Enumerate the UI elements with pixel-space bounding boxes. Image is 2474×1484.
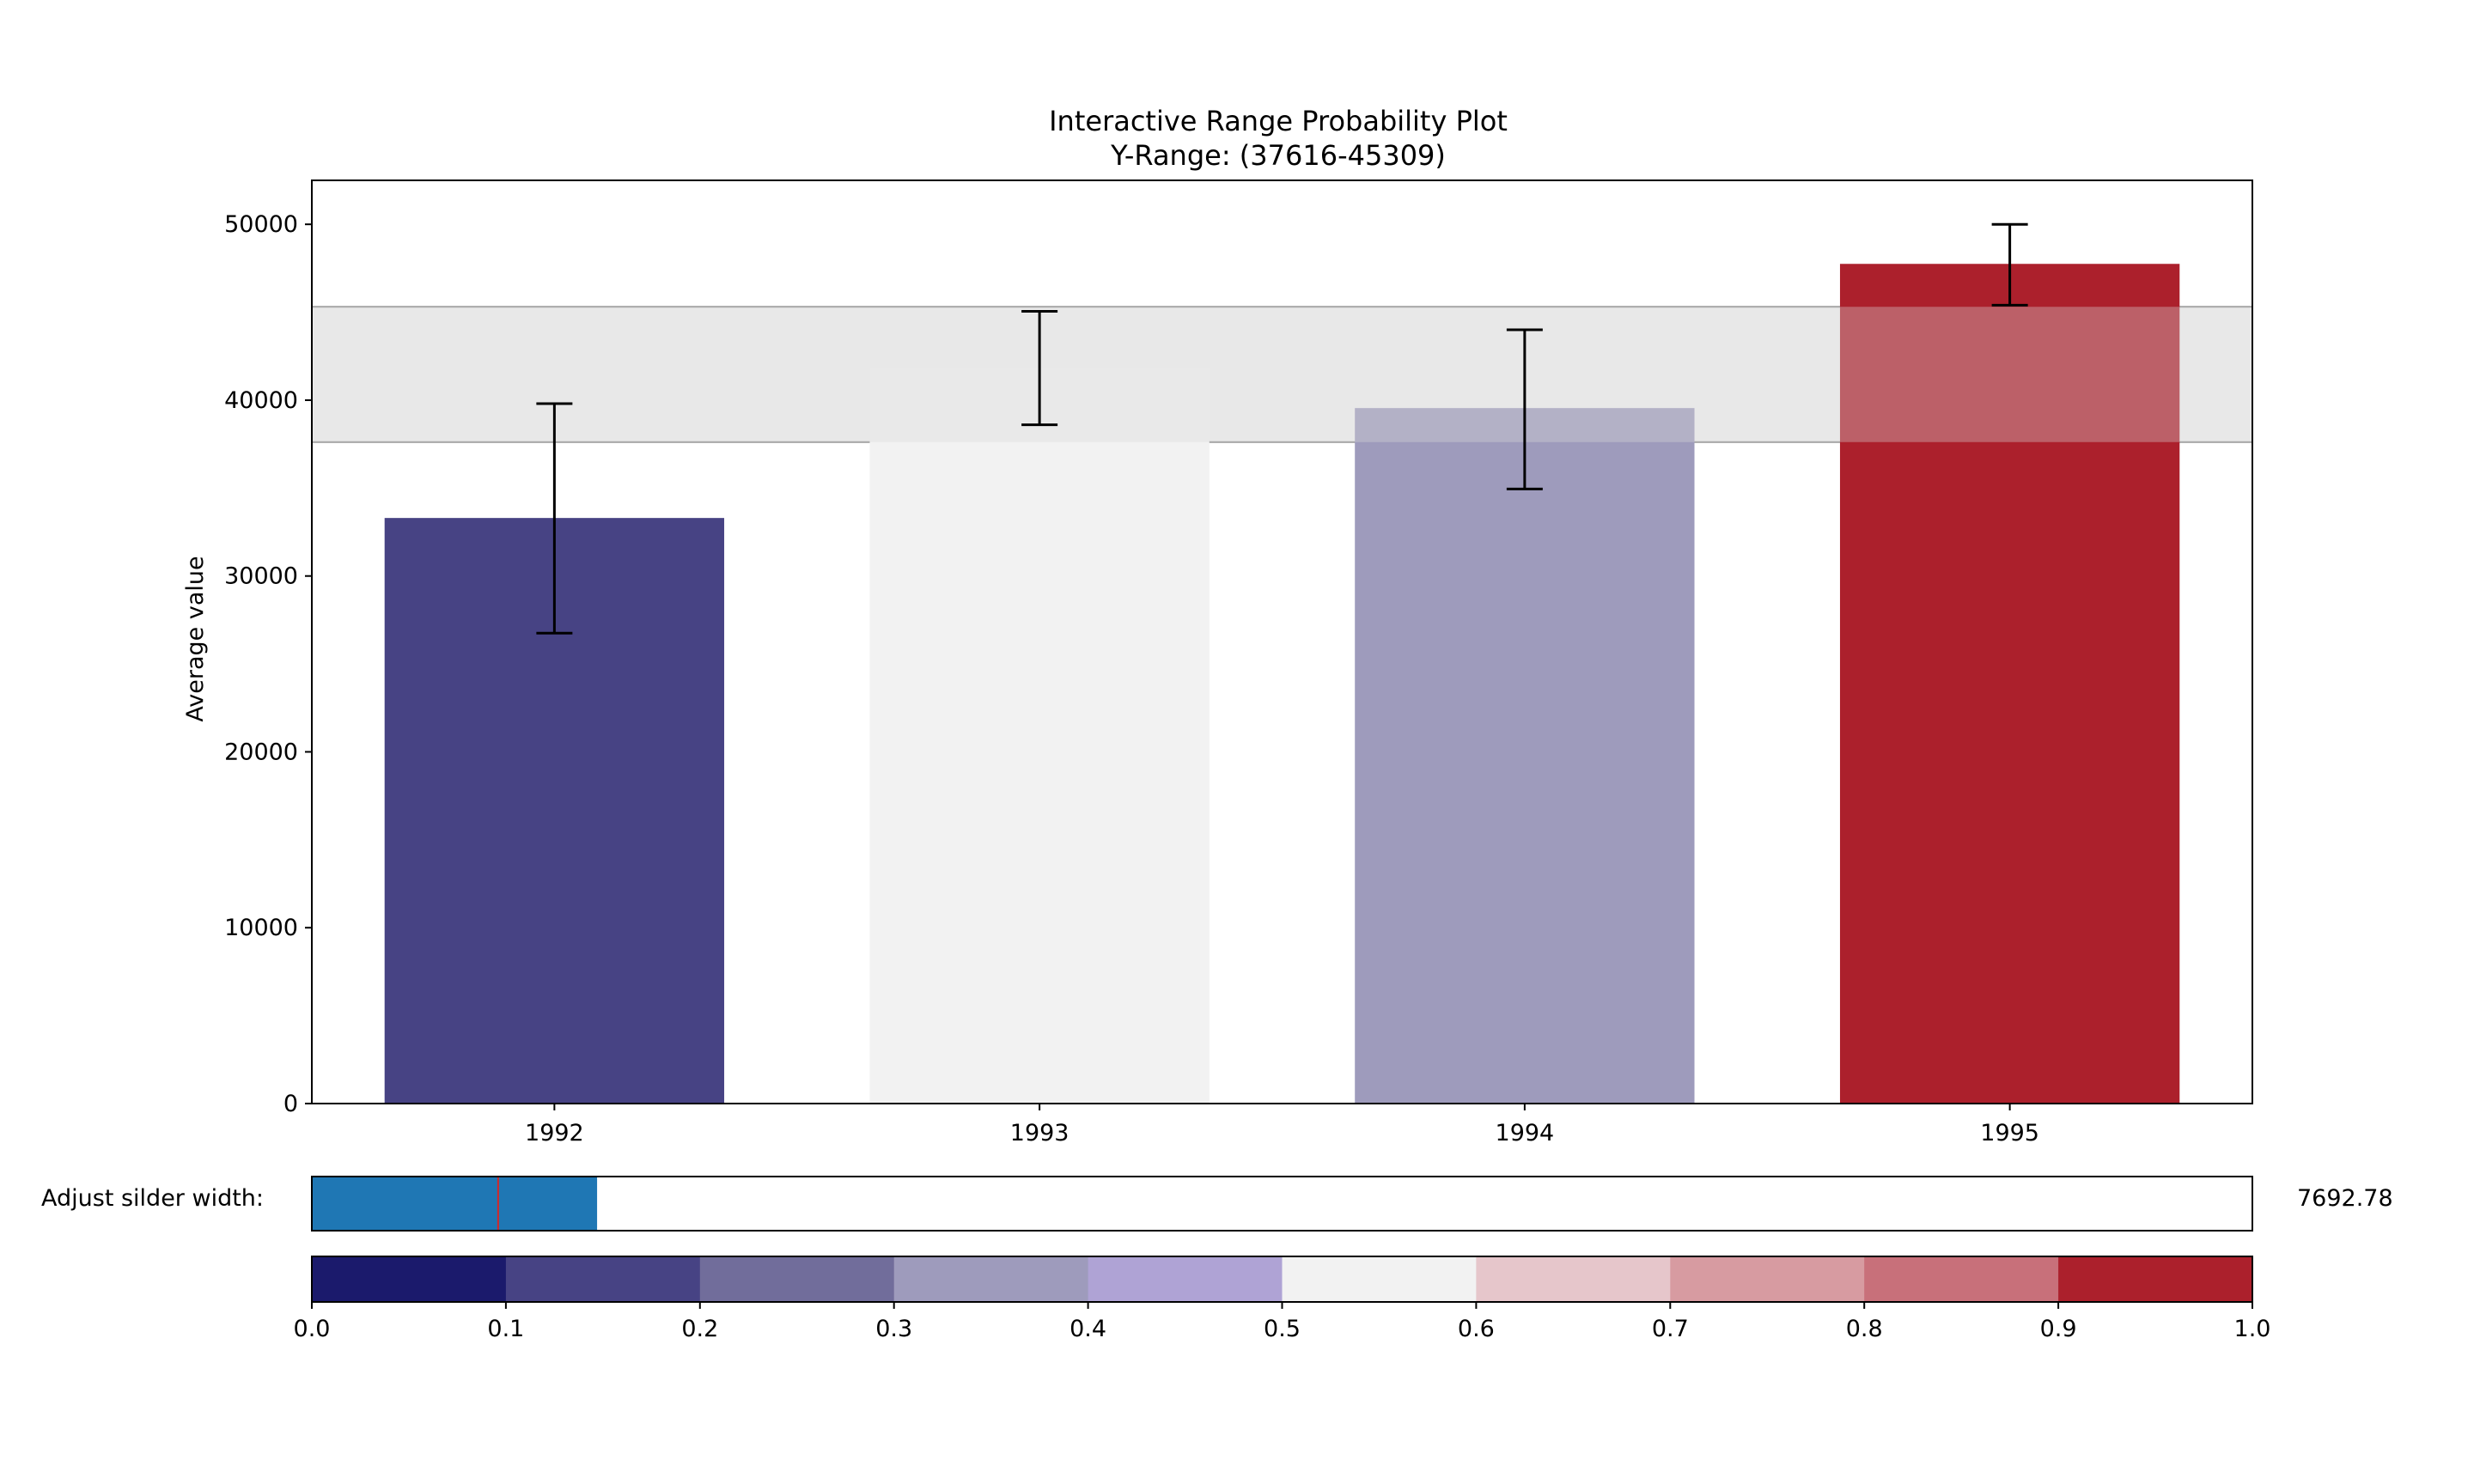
bar-1995 — [1839, 264, 2180, 1104]
chart-title: Interactive Range Probability Plot — [1049, 105, 1508, 137]
colorbar-tick-label: 0.5 — [1264, 1316, 1301, 1342]
slider-frame — [311, 1176, 2253, 1232]
bar-1994 — [1355, 408, 1695, 1104]
colorbar-segment — [1670, 1256, 1865, 1302]
slider-track[interactable] — [311, 1176, 2253, 1232]
y-tick-label: 40000 — [224, 387, 298, 414]
y-tick-label: 20000 — [224, 739, 298, 765]
y-tick-label: 50000 — [224, 211, 298, 238]
axes-frame — [311, 179, 2253, 1104]
colorbar-tick-label: 0.3 — [875, 1316, 912, 1342]
colorbar-segment — [1088, 1256, 1283, 1302]
colorbar-segment — [1864, 1256, 2059, 1302]
chart-subtitle: Y-Range: (37616-45309) — [1110, 139, 1446, 172]
slider-label: Adjust silder width: — [41, 1185, 265, 1212]
colorbar-segment — [1282, 1256, 1477, 1302]
x-tick-label: 1995 — [1980, 1120, 2039, 1146]
y-tick-label: 10000 — [224, 915, 298, 941]
colorbar-segment — [2058, 1256, 2253, 1302]
y-tick-label: 0 — [283, 1091, 298, 1117]
colorbar-tick-label: 0.4 — [1069, 1316, 1106, 1342]
colorbar-tick-label: 0.6 — [1458, 1316, 1495, 1342]
colorbar-segment — [312, 1256, 507, 1302]
y-tick-label: 30000 — [224, 563, 298, 590]
y-axis-label: Average value — [182, 556, 209, 721]
colorbar-segment — [893, 1256, 1089, 1302]
slider-fill[interactable] — [312, 1177, 598, 1231]
colorbar-tick-label: 0.0 — [294, 1316, 331, 1342]
colorbar-tick-label: 0.2 — [681, 1316, 718, 1342]
colorbar-segment — [699, 1256, 895, 1302]
slider-background — [312, 1177, 2252, 1231]
slider-value: 7692.78 — [2297, 1185, 2393, 1212]
plot-area: 0 10000 20000 30000 40000 50000 1992 1993 1994 19… — [224, 179, 2253, 1146]
colorbar-tick-label: 0.8 — [1846, 1316, 1883, 1342]
colorbar-segment — [505, 1256, 701, 1302]
colorbar: 0.0 0.1 0.2 0.3 0.4 0.5 0.6 0.7 0.8 0.9 1.0 — [294, 1256, 2271, 1342]
x-tick-label: 1994 — [1496, 1120, 1555, 1146]
colorbar-segment — [1476, 1256, 1671, 1302]
colorbar-tick-label: 0.7 — [1652, 1316, 1689, 1342]
range-band-overlay — [312, 307, 2252, 442]
colorbar-tick-label: 1.0 — [2234, 1316, 2271, 1342]
bar-1993 — [869, 368, 1210, 1104]
x-tick-label: 1993 — [1010, 1120, 1069, 1146]
x-tick-label: 1992 — [525, 1120, 584, 1146]
colorbar-tick-label: 0.1 — [487, 1316, 524, 1342]
colorbar-tick-label: 0.9 — [2040, 1316, 2077, 1342]
